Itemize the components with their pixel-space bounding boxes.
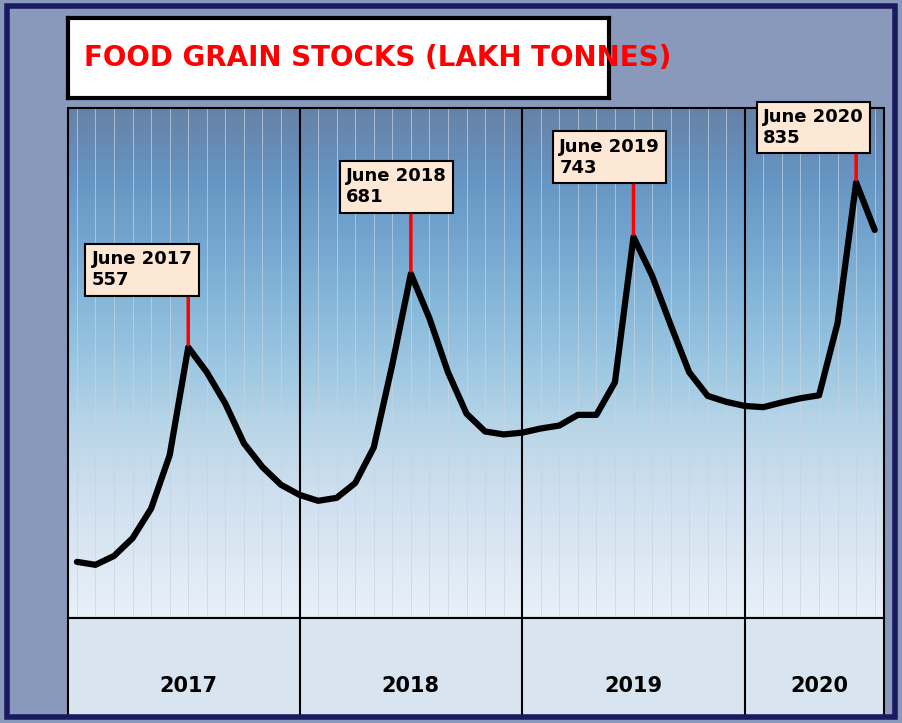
Text: June 2017
557: June 2017 557 — [92, 250, 192, 289]
Text: FOOD GRAIN STOCKS (LAKH TONNES): FOOD GRAIN STOCKS (LAKH TONNES) — [84, 44, 671, 72]
Text: 2020: 2020 — [790, 677, 848, 696]
Text: June 2018
681: June 2018 681 — [346, 168, 446, 206]
Text: June 2019
743: June 2019 743 — [559, 138, 660, 176]
Text: 2018: 2018 — [382, 677, 440, 696]
Text: June 2020
835: June 2020 835 — [763, 108, 864, 147]
Text: 2017: 2017 — [160, 677, 217, 696]
Text: 2019: 2019 — [604, 677, 663, 696]
